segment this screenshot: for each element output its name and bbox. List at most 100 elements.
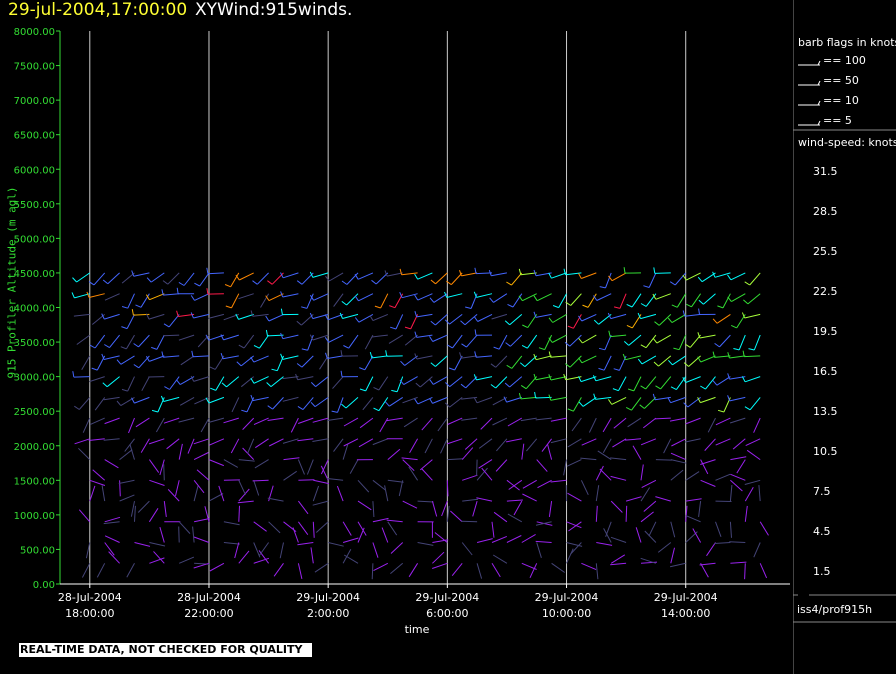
wind-barb bbox=[358, 272, 374, 280]
wind-barb-flag bbox=[489, 297, 494, 303]
wind-barb bbox=[610, 475, 627, 481]
wind-barb-flag bbox=[668, 359, 673, 366]
wind-barb bbox=[437, 417, 448, 432]
wind-barb-flag bbox=[564, 363, 571, 368]
wind-barb bbox=[104, 535, 120, 543]
wind-barb bbox=[135, 417, 150, 428]
wind-barb-flag bbox=[280, 272, 284, 279]
speed-color-swatch bbox=[798, 238, 809, 278]
wind-barb bbox=[403, 417, 418, 428]
wind-barb-flag bbox=[474, 267, 477, 274]
wind-barb bbox=[194, 293, 210, 301]
wind-barb bbox=[640, 487, 651, 502]
wind-barb bbox=[610, 334, 627, 338]
wind-barb bbox=[507, 417, 523, 427]
wind-barb-flag bbox=[151, 409, 159, 413]
y-tick-label: 7000.00 bbox=[14, 96, 55, 107]
wind-barb bbox=[462, 498, 479, 502]
wind-barb bbox=[627, 417, 642, 428]
wind-barb bbox=[535, 355, 552, 361]
wind-barb bbox=[520, 417, 537, 422]
wind-barb bbox=[237, 500, 254, 504]
wind-barb bbox=[359, 417, 374, 429]
wind-barb-flag bbox=[101, 353, 105, 360]
wind-barb bbox=[581, 438, 597, 446]
wind-barb bbox=[126, 563, 135, 578]
wind-barb bbox=[536, 459, 548, 472]
wind-barb bbox=[581, 313, 597, 322]
wind-barb bbox=[744, 376, 761, 383]
wind-barb bbox=[476, 538, 493, 543]
wind-barb-flag bbox=[655, 385, 661, 390]
wind-barb bbox=[704, 438, 716, 451]
wind-barb bbox=[526, 334, 538, 349]
wind-barb-flag bbox=[310, 401, 316, 407]
wind-barb bbox=[498, 334, 508, 350]
wind-barb-flag bbox=[520, 384, 527, 390]
wind-barb-flag bbox=[296, 280, 303, 285]
wind-barb bbox=[298, 479, 315, 481]
wind-barb bbox=[298, 500, 309, 515]
wind-barb bbox=[625, 496, 642, 502]
wind-barb bbox=[522, 493, 537, 502]
wind-barb bbox=[417, 272, 433, 280]
wind-barb bbox=[272, 397, 284, 410]
wind-barb bbox=[631, 397, 642, 411]
wind-barb-flag bbox=[733, 348, 740, 351]
wind-barb bbox=[375, 272, 389, 285]
wind-barb bbox=[610, 457, 627, 461]
wind-barb bbox=[118, 479, 135, 484]
wind-barb bbox=[129, 444, 135, 460]
wind-barb bbox=[315, 521, 329, 533]
wind-barb bbox=[506, 479, 520, 491]
wind-barb bbox=[729, 521, 732, 538]
wind-barb-flag bbox=[474, 351, 477, 358]
wind-barb bbox=[644, 530, 657, 543]
wind-barb bbox=[358, 293, 374, 302]
plot-datetime: 29-jul-2004,17:00:00 bbox=[8, 0, 188, 20]
wind-barb bbox=[537, 479, 552, 489]
wind-barb bbox=[509, 314, 523, 326]
wind-barb bbox=[267, 497, 284, 502]
wind-barb bbox=[104, 313, 120, 320]
wind-barb bbox=[140, 293, 150, 308]
wind-barb-flag bbox=[743, 299, 749, 305]
wind-barb bbox=[101, 485, 106, 502]
wind-barb bbox=[408, 466, 419, 481]
wind-barb bbox=[641, 479, 657, 489]
wind-barb bbox=[103, 521, 120, 525]
wind-barb bbox=[758, 485, 761, 502]
wind-barb bbox=[76, 334, 91, 345]
wind-barb bbox=[461, 447, 474, 460]
wind-barb bbox=[603, 528, 612, 543]
wind-barb bbox=[307, 334, 314, 351]
wind-barb bbox=[508, 479, 523, 490]
wind-barb-flag bbox=[697, 276, 703, 283]
wind-barb-flag bbox=[613, 368, 620, 371]
wind-barb bbox=[328, 334, 344, 343]
wind-barb bbox=[253, 480, 260, 496]
wind-barb bbox=[89, 417, 105, 426]
wind-barb bbox=[342, 521, 352, 536]
wind-barb bbox=[306, 459, 314, 475]
wind-barb bbox=[491, 563, 501, 578]
wind-barb bbox=[655, 459, 672, 461]
wind-barb bbox=[449, 314, 463, 325]
wind-barb bbox=[372, 542, 379, 558]
wind-barb bbox=[234, 542, 240, 559]
wind-barb bbox=[640, 313, 657, 320]
wind-barb-flag bbox=[414, 294, 419, 301]
wind-barb-flag bbox=[354, 295, 359, 302]
wind-barb bbox=[421, 468, 433, 481]
wind-barb-flag bbox=[578, 315, 583, 322]
wind-barb-flag bbox=[712, 318, 718, 324]
wind-barb-flag bbox=[473, 291, 477, 298]
wind-barb-flag bbox=[399, 268, 403, 275]
wind-barb-flag bbox=[267, 405, 273, 410]
wind-barb bbox=[476, 355, 493, 358]
wind-barb bbox=[566, 542, 583, 547]
wind-barb-flag bbox=[265, 329, 268, 336]
wind-barb bbox=[744, 479, 761, 485]
wind-barb bbox=[550, 417, 567, 422]
speed-color-swatch bbox=[798, 158, 809, 198]
